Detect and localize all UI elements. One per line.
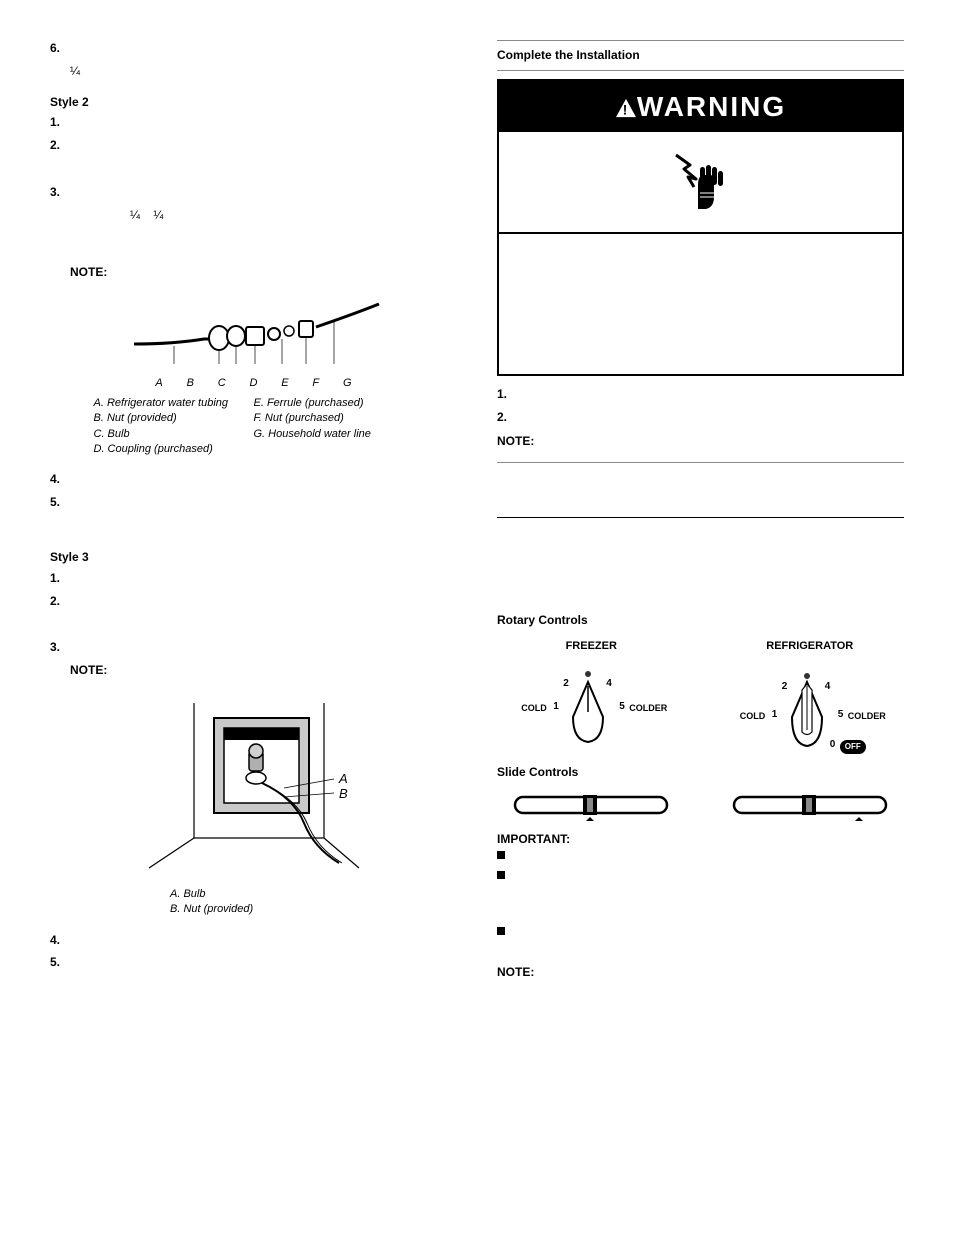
list-item: 4.	[50, 932, 457, 949]
fraction-text: ¼	[70, 63, 457, 80]
figure-letter: D	[249, 376, 257, 391]
complete-installation-heading: Complete the Installation	[497, 40, 904, 71]
list-item: 1.	[497, 386, 904, 403]
note-label: NOTE:	[497, 965, 534, 979]
warning-body	[499, 234, 902, 374]
list-item: 3.	[50, 184, 457, 201]
figure-caption: E. Ferrule (purchased)	[254, 396, 414, 411]
slide-controls-row	[497, 791, 904, 821]
figure-letter: F	[312, 376, 319, 391]
fraction-line: ¼ ¼	[130, 207, 457, 224]
freezer-slider	[497, 791, 686, 821]
right-column: Complete the Installation ! WARNING	[497, 40, 904, 981]
slide-controls-heading: Slide Controls	[497, 764, 904, 781]
freezer-control: FREEZER COLD 1 2 4 5 COLDER	[497, 639, 686, 752]
rotary-controls-row: FREEZER COLD 1 2 4 5 COLDER REFR	[497, 639, 904, 752]
figure-caption: B. Nut (provided)	[94, 411, 254, 426]
refrigerator-control: REFRIGERATOR COLD 1 2 4 5 COLDER 0 OFF	[716, 639, 905, 752]
refrigerator-slider	[716, 791, 905, 821]
list-item: 3.	[50, 639, 457, 656]
figure-letter: A	[155, 376, 162, 391]
list-item: 4.	[50, 471, 457, 488]
important-label: IMPORTANT:	[497, 832, 570, 846]
bullet-icon	[497, 851, 505, 859]
divider	[497, 462, 904, 463]
figure-caption: B. Nut (provided)	[170, 902, 320, 917]
rotary-controls-heading: Rotary Controls	[497, 612, 904, 629]
caption-col-right: E. Ferrule (purchased) F. Nut (purchased…	[254, 396, 414, 458]
tube-coupling-figure: A B C D E F G A. Refrigerator water tubi…	[50, 294, 457, 457]
list-item: 1.	[50, 570, 457, 587]
note-label: NOTE:	[70, 663, 107, 677]
left-column: 6. ¼ Style 2 1. 2. 3. ¼ ¼ NOTE:	[50, 40, 457, 981]
wall-box-figure: A B A. Bulb B. Nut (provided)	[50, 693, 457, 918]
figure-caption: G. Household water line	[254, 427, 414, 442]
list-item: 2.	[497, 409, 904, 426]
list-item: 2.	[50, 137, 457, 154]
style3-heading: Style 3	[50, 549, 457, 566]
list-item: 1.	[50, 114, 457, 131]
bullet-icon	[497, 927, 505, 935]
bullet-item	[497, 868, 904, 918]
divider	[497, 517, 904, 518]
freezer-label: FREEZER	[497, 639, 686, 654]
svg-text:!: !	[623, 102, 629, 117]
bullet-item	[497, 848, 904, 862]
caption-col-left: A. Refrigerator water tubing B. Nut (pro…	[94, 396, 254, 458]
note-label: NOTE:	[497, 434, 534, 448]
figure-caption: D. Coupling (purchased)	[94, 442, 254, 457]
list-item: 2.	[50, 593, 457, 610]
style2-heading: Style 2	[50, 94, 457, 111]
figure-letter: E	[281, 376, 288, 391]
warning-box: ! WARNING	[497, 79, 904, 376]
list-item: 5.	[50, 494, 457, 511]
list-item: 5.	[50, 954, 457, 971]
figure-caption: A. Refrigerator water tubing	[94, 396, 254, 411]
page-columns: 6. ¼ Style 2 1. 2. 3. ¼ ¼ NOTE:	[50, 40, 904, 981]
figure-letter: G	[343, 376, 352, 391]
figure-letter: C	[218, 376, 226, 391]
svg-text:B: B	[339, 786, 348, 801]
figure-caption: C. Bulb	[94, 427, 254, 442]
note-label: NOTE:	[70, 265, 107, 279]
bullet-icon	[497, 871, 505, 879]
list-item: 6.	[50, 40, 457, 57]
warning-header: ! WARNING	[499, 81, 902, 132]
item-number: 6.	[50, 40, 68, 57]
refrigerator-label: REFRIGERATOR	[716, 639, 905, 654]
figure-caption: F. Nut (purchased)	[254, 411, 414, 426]
figure-caption: A. Bulb	[170, 887, 320, 902]
shock-hand-icon	[499, 132, 902, 234]
svg-text:A: A	[338, 771, 348, 786]
figure-letter: B	[187, 376, 194, 391]
bullet-item	[497, 924, 904, 954]
